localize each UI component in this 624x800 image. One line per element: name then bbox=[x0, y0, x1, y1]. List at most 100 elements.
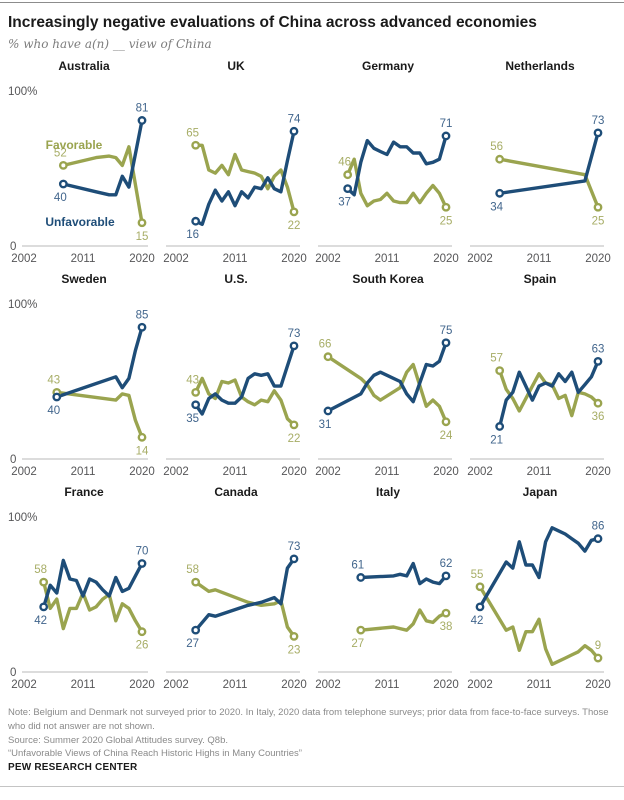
unfavorable-line bbox=[346, 134, 448, 197]
x-tick-label: 2002 bbox=[11, 466, 37, 478]
x-tick-label: 2011 bbox=[223, 679, 248, 691]
x-tick-label: 2002 bbox=[467, 466, 493, 478]
favorable-end-marker bbox=[289, 631, 299, 641]
line-chart-germany: 46 37 25 71 2002 2011 2020 bbox=[315, 118, 459, 265]
y-axis-top-label: 100% bbox=[8, 512, 37, 524]
top-rule bbox=[0, 2, 624, 3]
unfavorable-line bbox=[326, 341, 448, 413]
x-tick-label: 2011 bbox=[527, 679, 552, 691]
unfavorable-line bbox=[359, 561, 448, 586]
favorable-start-marker bbox=[495, 366, 505, 376]
x-tick-label: 2011 bbox=[527, 466, 552, 478]
line-chart-south-korea: 66 31 24 75 2002 2011 2020 bbox=[315, 325, 459, 478]
favorable-end-value: 23 bbox=[288, 644, 301, 656]
unfavorable-start-marker bbox=[495, 188, 505, 198]
panel-title: Australia bbox=[58, 59, 110, 73]
favorable-line bbox=[194, 580, 296, 639]
unfavorable-line bbox=[478, 526, 600, 609]
unfavorable-start-marker bbox=[52, 392, 62, 402]
favorable-end-value: 22 bbox=[288, 220, 301, 232]
brand-label: PEW RESEARCH CENTER bbox=[8, 762, 138, 774]
favorable-end-marker bbox=[137, 432, 147, 442]
line-chart-spain: 57 21 36 63 2002 2011 2020 bbox=[467, 343, 611, 478]
chart-panel-australia: Australia 100% 0 52 40 15 81 2002 2011 2020 Favora… bbox=[8, 59, 160, 270]
y-axis-zero-label: 0 bbox=[10, 667, 16, 679]
favorable-start-value: 52 bbox=[54, 147, 67, 159]
favorable-line bbox=[42, 580, 144, 634]
x-tick-label: 2020 bbox=[585, 253, 611, 265]
footer-report-title: “Unfavorable Views of China Reach Histor… bbox=[8, 748, 302, 760]
unfavorable-end-value: 81 bbox=[136, 102, 149, 114]
footer-note: Note: Belgium and Denmark not surveyed p… bbox=[8, 707, 609, 732]
favorable-start-value: 43 bbox=[47, 374, 60, 386]
chart-panel-u-s: U.S. 43 35 22 73 2002 2011 2020 bbox=[160, 272, 312, 483]
favorable-start-marker bbox=[495, 154, 505, 164]
x-tick-label: 2011 bbox=[71, 679, 96, 691]
chart-panel-japan: Japan 55 42 9 86 2002 2011 2020 bbox=[464, 485, 616, 696]
unfavorable-start-value: 21 bbox=[490, 434, 503, 446]
x-tick-label: 2020 bbox=[129, 253, 155, 265]
favorable-start-marker bbox=[191, 140, 201, 150]
x-tick-label: 2020 bbox=[433, 253, 459, 265]
unfavorable-start-marker bbox=[191, 216, 201, 226]
chart-panel-netherlands: Netherlands 56 34 25 73 2002 2011 2020 bbox=[464, 59, 616, 270]
unfavorable-end-marker bbox=[289, 126, 299, 136]
x-tick-label: 2002 bbox=[467, 253, 493, 265]
line-chart-uk: 65 16 22 74 2002 2011 2020 bbox=[163, 113, 307, 265]
unfavorable-end-value: 75 bbox=[440, 325, 453, 337]
favorable-end-value: 38 bbox=[440, 621, 453, 633]
x-tick-label: 2002 bbox=[163, 466, 189, 478]
favorable-line bbox=[498, 368, 600, 418]
unfavorable-end-value: 73 bbox=[288, 541, 301, 553]
x-tick-label: 2011 bbox=[223, 253, 248, 265]
favorable-end-marker bbox=[593, 653, 603, 663]
favorable-start-marker bbox=[39, 577, 49, 587]
favorable-start-marker bbox=[323, 352, 333, 362]
panel-title: Italy bbox=[375, 485, 400, 499]
panel-title: Netherlands bbox=[505, 59, 575, 73]
unfavorable-start-value: 16 bbox=[186, 229, 199, 241]
favorable-start-value: 46 bbox=[338, 157, 351, 169]
unfavorable-end-value: 73 bbox=[592, 115, 605, 127]
favorable-start-value: 56 bbox=[490, 141, 503, 153]
favorable-start-value: 27 bbox=[351, 638, 364, 650]
y-axis-top-label: 100% bbox=[8, 299, 37, 311]
favorable-end-marker bbox=[289, 207, 299, 217]
favorable-end-value: 24 bbox=[440, 430, 453, 442]
favorable-end-marker bbox=[137, 627, 147, 637]
chart-panel-south-korea: South Korea 66 31 24 75 2002 2011 2020 bbox=[312, 272, 464, 483]
unfavorable-line bbox=[498, 131, 600, 196]
footer-source: Source: Summer 2020 Global Attitudes sur… bbox=[8, 734, 229, 746]
x-tick-label: 2011 bbox=[71, 253, 96, 265]
unfavorable-start-marker bbox=[39, 602, 49, 612]
unfavorable-start-value: 34 bbox=[490, 201, 503, 213]
unfavorable-end-marker bbox=[289, 554, 299, 564]
unfavorable-start-marker bbox=[191, 625, 201, 635]
chart-panel-germany: Germany 46 37 25 71 2002 2011 2020 bbox=[312, 59, 464, 270]
favorable-start-value: 58 bbox=[186, 564, 199, 576]
line-chart-france: 100% 0 58 42 26 70 2002 2011 2020 bbox=[8, 512, 155, 691]
y-axis-zero-label: 0 bbox=[10, 241, 16, 253]
x-tick-label: 2011 bbox=[71, 466, 96, 478]
page-subtitle: % who have a(n) __ view of China bbox=[8, 37, 212, 51]
unfavorable-line bbox=[194, 129, 296, 227]
favorable-line bbox=[359, 608, 448, 632]
unfavorable-start-value: 35 bbox=[186, 413, 199, 425]
unfavorable-start-value: 37 bbox=[338, 197, 351, 209]
favorable-start-marker bbox=[343, 170, 353, 180]
unfavorable-end-value: 73 bbox=[288, 328, 301, 340]
line-chart-netherlands: 56 34 25 73 2002 2011 2020 bbox=[467, 115, 611, 265]
favorable-end-value: 22 bbox=[288, 433, 301, 445]
favorable-line bbox=[478, 585, 600, 667]
unfavorable-start-marker bbox=[356, 573, 366, 582]
unfavorable-end-marker bbox=[137, 116, 147, 125]
unfavorable-start-value: 42 bbox=[471, 615, 484, 627]
unfavorable-end-marker bbox=[137, 322, 147, 332]
chart-panel-italy: Italy 27 61 38 62 2002 2011 2020 bbox=[312, 485, 464, 696]
unfavorable-line bbox=[498, 359, 600, 429]
panel-title: Canada bbox=[214, 485, 258, 499]
favorable-end-marker bbox=[289, 420, 299, 430]
favorable-start-marker bbox=[191, 577, 201, 587]
x-tick-label: 2020 bbox=[281, 466, 307, 478]
favorable-end-value: 26 bbox=[136, 640, 149, 652]
